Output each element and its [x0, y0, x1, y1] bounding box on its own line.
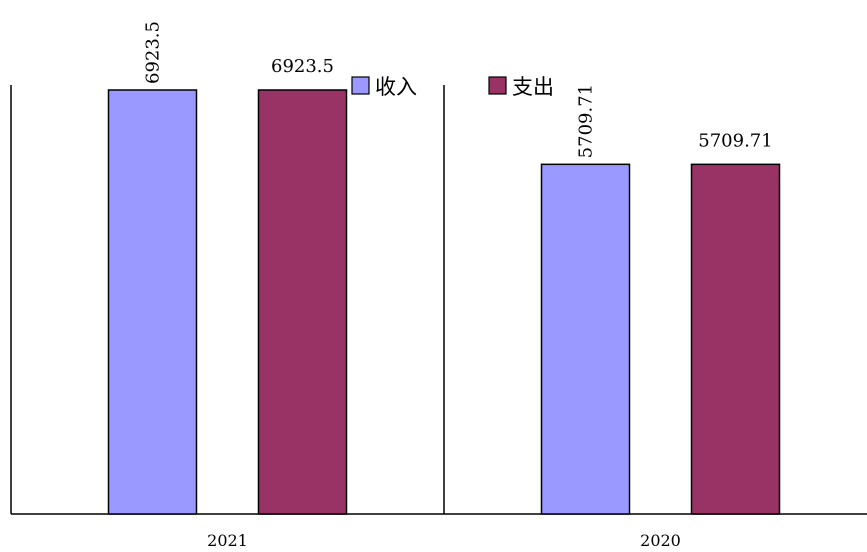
legend-swatch-支出 [488, 76, 507, 95]
legend-swatch-收入 [351, 76, 370, 95]
legend: 收入 支出 [351, 75, 554, 99]
data-label-支出-2020: 5709.71 [698, 130, 772, 151]
bar-收入-2021 [107, 89, 198, 515]
data-label-收入-2021: 6923.5 [143, 21, 164, 84]
legend-label-收入: 收入 [375, 75, 417, 99]
x-tick-labels: 2021 2020 [207, 531, 681, 550]
bar-收入-2020 [540, 163, 631, 515]
bars-group: 6923.5 6923.5 5709.71 5709.71 [107, 21, 781, 515]
x-tick-label-2020: 2020 [640, 531, 681, 550]
bar-支出-2020 [690, 163, 781, 515]
bar-支出-2021 [257, 89, 348, 515]
data-label-收入-2020: 5709.71 [576, 84, 597, 158]
data-label-支出-2021: 6923.5 [271, 56, 334, 77]
legend-label-支出: 支出 [512, 75, 554, 99]
x-tick-label-2021: 2021 [207, 531, 248, 550]
